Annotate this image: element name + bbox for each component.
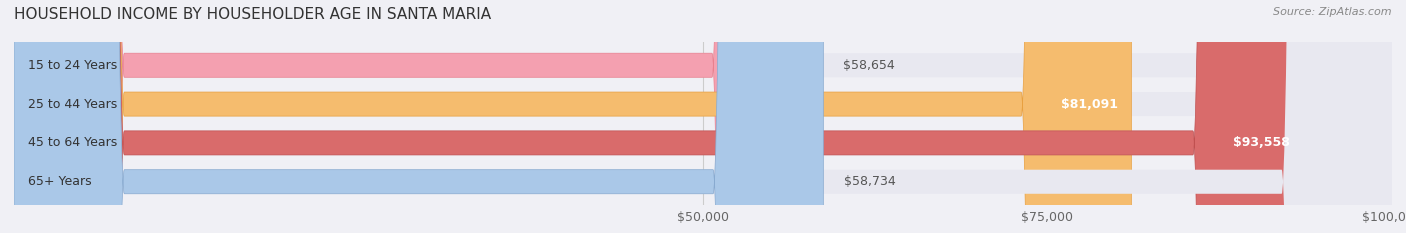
FancyBboxPatch shape bbox=[14, 0, 1392, 233]
FancyBboxPatch shape bbox=[14, 0, 1392, 233]
Text: $93,558: $93,558 bbox=[1233, 136, 1289, 149]
FancyBboxPatch shape bbox=[14, 0, 823, 233]
FancyBboxPatch shape bbox=[14, 0, 1303, 233]
Text: $81,091: $81,091 bbox=[1060, 98, 1118, 111]
FancyBboxPatch shape bbox=[14, 0, 824, 233]
FancyBboxPatch shape bbox=[14, 0, 1392, 233]
Text: 45 to 64 Years: 45 to 64 Years bbox=[28, 136, 117, 149]
Text: Source: ZipAtlas.com: Source: ZipAtlas.com bbox=[1274, 7, 1392, 17]
FancyBboxPatch shape bbox=[14, 0, 1132, 233]
Text: $58,734: $58,734 bbox=[844, 175, 896, 188]
Text: 15 to 24 Years: 15 to 24 Years bbox=[28, 59, 117, 72]
Text: 25 to 44 Years: 25 to 44 Years bbox=[28, 98, 117, 111]
Text: 65+ Years: 65+ Years bbox=[28, 175, 91, 188]
Text: HOUSEHOLD INCOME BY HOUSEHOLDER AGE IN SANTA MARIA: HOUSEHOLD INCOME BY HOUSEHOLDER AGE IN S… bbox=[14, 7, 491, 22]
FancyBboxPatch shape bbox=[14, 0, 1392, 233]
Text: $58,654: $58,654 bbox=[844, 59, 894, 72]
